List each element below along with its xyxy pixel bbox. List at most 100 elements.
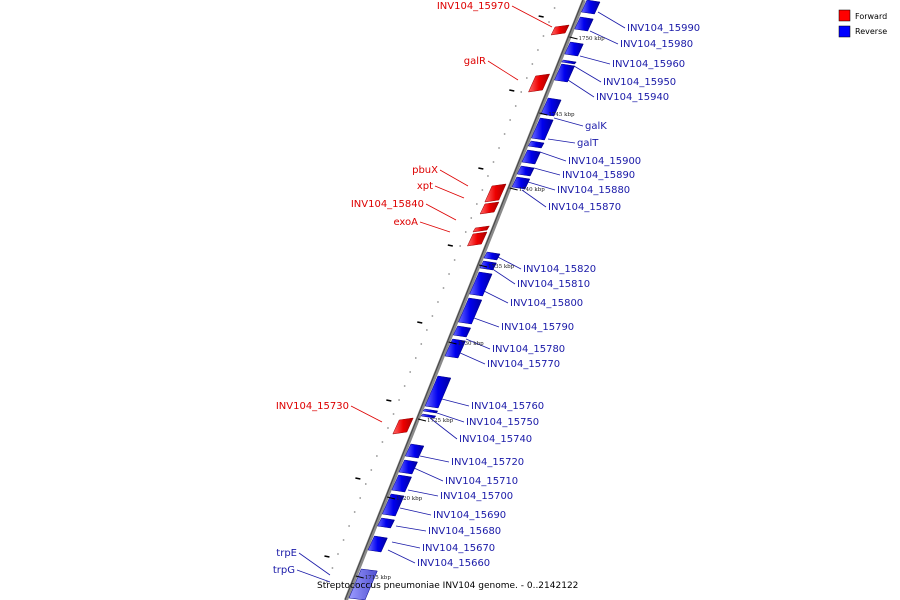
reverse-gene-block xyxy=(444,338,466,359)
reverse-leader xyxy=(387,549,416,564)
forward-leader xyxy=(487,60,519,81)
reverse-gene-block xyxy=(581,0,601,15)
reverse-gene-block xyxy=(377,517,395,529)
forward-gene-label: INV104_15840 xyxy=(351,199,424,210)
reverse-leader xyxy=(429,417,458,440)
reverse-gene-label: INV104_15820 xyxy=(523,264,596,275)
legend-reverse-label: Reverse xyxy=(855,27,887,36)
forward-gene-label: exoA xyxy=(393,217,418,228)
scale-tick-label: 1725 kbp xyxy=(427,418,454,424)
reverse-gene-label: INV104_15700 xyxy=(440,491,513,502)
major-dash xyxy=(386,399,392,402)
forward-gene-block xyxy=(528,73,551,93)
scale-tick-label: 1730 kbp xyxy=(458,341,485,347)
reverse-gene-block xyxy=(531,117,554,141)
reverse-gene-label: INV104_15680 xyxy=(428,526,501,537)
forward-gene-label: INV104_15970 xyxy=(437,1,510,12)
reverse-leader xyxy=(597,11,626,29)
forward-gene-label: xpt xyxy=(417,181,433,192)
reverse-gene-block xyxy=(561,59,577,65)
scale-tick-label: 1745 kbp xyxy=(548,112,575,118)
reverse-gene-block xyxy=(348,568,378,600)
reverse-gene-label: INV104_15990 xyxy=(627,23,700,34)
reverse-gene-label: INV104_15890 xyxy=(562,170,635,181)
reverse-leader xyxy=(567,79,595,98)
forward-leader xyxy=(434,185,465,199)
reverse-gene-block xyxy=(527,140,545,149)
forward-gene-label: galR xyxy=(464,56,486,67)
scale-tick-label: 1735 kbp xyxy=(488,264,515,270)
forward-gene-block xyxy=(392,417,414,435)
tick-labels: 1750 kbp 1745 kbp 1740 kbp 1735 kbp 1730 kbp… xyxy=(355,36,606,581)
reverse-leader xyxy=(473,317,500,328)
reverse-gene-block xyxy=(511,176,531,190)
reverse-gene-label: INV104_15690 xyxy=(433,510,506,521)
reverse-leader xyxy=(433,411,465,423)
gene-labels: INV104_15970 galR pbuX xpt INV104_15840 exoA I… xyxy=(273,1,700,576)
reverse-gene-block xyxy=(521,149,541,165)
gene-features xyxy=(348,0,601,600)
reverse-gene-label: INV104_15780 xyxy=(492,344,565,355)
reverse-leader xyxy=(437,397,470,407)
reverse-leader xyxy=(407,489,439,497)
reverse-leader xyxy=(527,181,556,191)
reverse-leader xyxy=(589,30,619,45)
reverse-leader xyxy=(481,289,509,304)
reverse-gene-block xyxy=(574,16,594,32)
reverse-gene-label: INV104_15960 xyxy=(612,59,685,70)
reverse-leader xyxy=(413,467,444,482)
reverse-leader xyxy=(391,541,421,549)
forward-leader xyxy=(419,221,451,233)
reverse-leader xyxy=(533,167,561,176)
backbone-line xyxy=(344,0,586,600)
major-dash xyxy=(538,15,544,18)
reverse-gene-label: INV104_15810 xyxy=(517,279,590,290)
reverse-gene-block xyxy=(422,408,439,414)
reverse-gene-block xyxy=(391,474,412,493)
major-dash xyxy=(355,477,361,480)
reverse-gene-label: galT xyxy=(577,138,599,149)
reverse-leader xyxy=(465,338,491,350)
reverse-gene-block xyxy=(381,493,405,517)
reverse-leader xyxy=(419,455,450,463)
reverse-gene-label: trpE xyxy=(276,548,297,559)
scale-tick xyxy=(355,575,364,579)
scale-tick xyxy=(478,264,488,268)
forward-gene-block xyxy=(479,201,500,215)
forward-gene-block xyxy=(550,24,570,36)
major-dash xyxy=(509,89,515,92)
forward-gene-label: pbuX xyxy=(412,165,438,176)
reverse-gene-block xyxy=(554,63,575,83)
reverse-gene-block xyxy=(404,443,425,459)
reverse-gene-block xyxy=(420,413,437,419)
forward-leader xyxy=(350,405,383,423)
scale-tick xyxy=(448,341,457,345)
legend-forward-swatch xyxy=(838,9,851,22)
reverse-gene-block xyxy=(367,535,388,553)
scale-tick-label: 1750 kbp xyxy=(579,36,606,42)
reverse-gene-label: INV104_15790 xyxy=(501,322,574,333)
scale-tick-label: 1720 kbp xyxy=(396,496,423,502)
reverse-gene-label: INV104_15760 xyxy=(471,401,544,412)
reverse-leader xyxy=(521,189,547,208)
scale-tick xyxy=(417,418,427,422)
reverse-leader xyxy=(539,151,567,162)
legend-forward-label: Forward xyxy=(855,12,887,21)
reverse-leader xyxy=(579,55,611,65)
scale-tick xyxy=(509,187,518,191)
reverse-leader xyxy=(395,525,427,532)
reverse-gene-block xyxy=(564,41,584,57)
reverse-gene-label: INV104_15980 xyxy=(620,39,693,50)
reverse-gene-block xyxy=(469,271,493,297)
scale-tick xyxy=(386,496,396,500)
scale-tick-label: 1740 kbp xyxy=(519,187,546,193)
reverse-gene-label: INV104_15740 xyxy=(459,434,532,445)
reverse-gene-block xyxy=(540,97,562,117)
backbone-core xyxy=(344,0,584,600)
major-dash xyxy=(324,555,330,558)
reverse-gene-label: INV104_15670 xyxy=(422,543,495,554)
reverse-leader xyxy=(547,138,576,144)
reverse-gene-block xyxy=(452,325,472,338)
reverse-leader xyxy=(553,117,584,127)
reverse-gene-label: trpG xyxy=(273,565,295,576)
